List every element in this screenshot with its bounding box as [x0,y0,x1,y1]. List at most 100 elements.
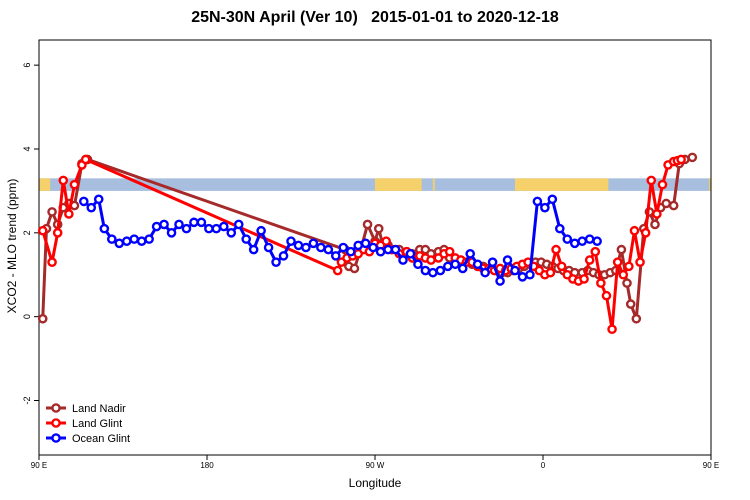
ocean-glint-point [278,251,289,261]
land-glint-point [584,255,595,265]
land-glint-point [629,225,640,236]
y-tick-label: -2 [22,396,32,404]
y-tick-label: 6 [22,63,32,68]
ocean-glint-point [330,251,341,261]
x-tick-label: 90 E [703,461,719,470]
world-map-strip [39,178,711,191]
x-tick-label: 0 [541,461,546,470]
ocean-glint-point [189,217,199,228]
ocean-glint-point [99,223,110,234]
land-glint-point [676,154,686,165]
land-nadir-point [616,244,627,255]
axes: -2 0 2 4 6 90 E 180 90 W 0 90 E [22,63,719,470]
ocean-glint-point [241,234,251,244]
land-nadir-point [631,313,642,324]
land-glint-point [618,269,629,280]
ocean-glint-point [345,246,356,257]
ocean-glint-point [584,234,595,244]
land-glint-point [332,265,343,276]
land-nadir-point [650,219,660,230]
legend-label-land-glint: Land Glint [72,418,122,430]
land-glint-point [640,228,651,238]
ocean-glint-point [218,221,229,232]
ocean-glint-point [79,196,89,207]
ocean-glint-point [480,267,490,278]
land-glint-point [381,236,392,247]
ocean-glint-point [114,238,125,249]
ocean-glint-point [502,255,513,265]
ocean-glint-point [569,238,580,249]
ocean-glint-point [532,196,543,207]
y-tick-label: 2 [22,230,32,235]
land-glint-point [624,261,634,272]
series-ocean-glint [79,194,602,286]
map-land-segment [432,178,435,191]
ocean-glint-point [390,244,401,255]
map-land-segment [39,178,51,191]
ocean-glint-point [121,236,132,247]
land-glint-point [69,179,80,190]
ocean-glint-point [510,265,520,276]
series-land-glint [37,154,686,335]
land-glint-point [47,257,57,267]
chart-title: 25N-30N April (Ver 10) 2015-01-01 to 202… [191,9,559,26]
land-glint-point [612,257,623,267]
ocean-glint-point [435,265,446,276]
ocean-glint-point [555,223,565,234]
land-nadir-point [661,198,672,209]
x-tick-label: 90 E [31,461,47,470]
x-tick-label: 90 W [366,461,385,470]
land-glint-point [596,278,606,288]
land-nadir-point [373,223,384,234]
ocean-glint-point [136,236,147,247]
ocean-glint-point [323,244,334,255]
ocean-glint-point [517,272,528,282]
ocean-glint-point [107,234,117,244]
ocean-glint-point [181,223,192,234]
ocean-glint-point [159,219,169,230]
ocean-glint-point [487,257,498,267]
series-layer [37,152,698,335]
map-land-segment [515,178,609,191]
ocean-glint-point [495,276,505,286]
map-land-segment [375,178,422,191]
land-nadir-point [625,299,636,309]
ocean-glint-point [398,255,408,265]
x-axis-label: Longitude [348,476,402,490]
ocean-glint-point [405,248,416,259]
land-glint-point [652,209,662,219]
ocean-glint-point [226,228,237,238]
ocean-glint-point [129,234,139,244]
land-glint-point [444,246,455,257]
land-nadir-point [37,313,48,324]
ocean-glint-point [457,263,468,274]
map-land-segment [709,178,711,191]
legend-label-ocean-glint: Ocean Glint [72,433,130,445]
ocean-glint-point [196,217,207,228]
ocean-glint-point [353,240,364,251]
legend-marker-land-nadir [51,403,61,413]
x-tick-label: 180 [200,461,214,470]
ocean-glint-point [360,238,371,249]
ocean-glint-point [383,244,393,255]
ocean-glint-point [525,269,535,280]
ocean-glint-point [248,244,259,255]
land-glint-point [551,244,561,255]
land-glint-point [64,209,74,219]
land-glint-point [635,257,645,267]
ocean-glint-point [547,194,558,205]
legend-marker-ocean-glint [51,433,61,443]
ocean-glint-point [562,234,573,244]
ocean-glint-point [144,234,154,244]
ocean-glint-point [93,194,104,205]
land-nadir-point [622,278,632,288]
land-glint-point [556,261,567,272]
ocean-glint-point [211,223,222,234]
legend-label-land-nadir: Land Nadir [72,403,126,415]
ocean-glint-point [413,259,423,270]
ocean-glint-point [428,267,438,278]
land-glint-point [590,246,601,257]
land-nadir-point [362,219,373,230]
ocean-glint-point [442,261,453,272]
